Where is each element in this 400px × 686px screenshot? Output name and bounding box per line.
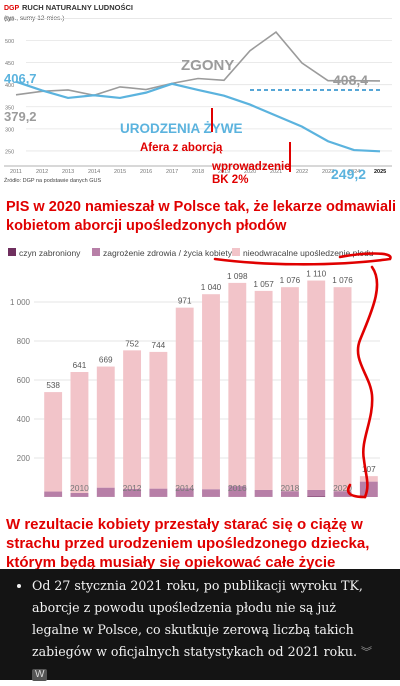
bar-y-tick: 400 <box>17 415 31 424</box>
population-chart: DGP RUCH NATURALNY LUDNOŚCI (tys., sumy … <box>0 0 400 190</box>
bar-segment <box>360 476 378 481</box>
bar-segment <box>281 287 299 491</box>
legend-swatch-uposledzenie <box>232 248 240 256</box>
top-y-tick: 250 <box>5 149 14 155</box>
legend-label-zagrozenie: zagrożenie zdrowia / życia kobiety <box>103 248 233 258</box>
bar-total-label: 971 <box>178 297 192 306</box>
legend-swatch-czyn <box>8 248 16 256</box>
bar-segment <box>149 352 167 489</box>
note-text: Od 27 stycznia 2021 roku, po publikacji … <box>32 578 363 659</box>
top-y-tick: 500 <box>5 39 14 45</box>
bar-total-label: 1 098 <box>227 272 248 281</box>
bar-x-tick: 2010 <box>70 483 89 493</box>
top-x-tick: 2017 <box>166 169 178 175</box>
bar-total-label: 1 110 <box>306 270 326 279</box>
abortion-annotation: Afera z aborcją <box>140 142 223 154</box>
bar-segment <box>71 372 89 493</box>
bar-segment <box>202 294 220 489</box>
bar-y-tick: 800 <box>17 337 31 346</box>
bar-total-label: 1 057 <box>253 280 274 289</box>
bk-annotation-line2: BK 2% <box>212 174 248 186</box>
bar-total-label: 1 076 <box>332 276 353 285</box>
chevrons-down-icon[interactable]: ︾ <box>361 646 372 659</box>
bar-total-label: 744 <box>152 341 166 350</box>
top-x-tick: 2011 <box>10 169 22 175</box>
bar-segment <box>334 287 352 491</box>
top-x-tick: 2012 <box>36 169 48 175</box>
bar-total-label: 1 076 <box>280 276 301 285</box>
bar-y-tick: 200 <box>17 454 31 463</box>
top-x-tick: 2025 <box>374 169 386 175</box>
bar-total-label: 641 <box>73 361 87 370</box>
caption-bottom: W rezultacie kobiety przestały starać si… <box>6 515 398 572</box>
bar-segment <box>71 493 89 497</box>
deaths-start-value: 406,7 <box>4 71 37 86</box>
bar-segment <box>97 488 115 497</box>
top-x-tick: 2018 <box>192 169 204 175</box>
bar-segment <box>149 489 167 497</box>
bar-segment <box>255 291 273 490</box>
top-x-tick: 2014 <box>88 169 100 175</box>
bar-segment <box>44 392 62 491</box>
bar-x-tick: 2012 <box>123 483 142 493</box>
bar-x-tick: 2014 <box>175 483 194 493</box>
bar-segment <box>307 281 325 490</box>
top-y-tick: 550 <box>5 17 14 23</box>
population-logo: DGP <box>4 5 20 12</box>
births-series-label: URODZENIA ŻYWE <box>120 121 243 136</box>
bar-total-label: 752 <box>125 339 139 348</box>
abortion-bar-chart: czyn zabroniony zagrożenie zdrowia / życ… <box>0 245 400 505</box>
info-note-panel: Od 27 stycznia 2021 roku, po publikacji … <box>0 569 400 680</box>
bar-segment <box>360 482 378 497</box>
note-list: Od 27 stycznia 2021 roku, po publikacji … <box>0 569 400 686</box>
top-x-tick: 2015 <box>114 169 126 175</box>
bar-segment <box>202 489 220 497</box>
bar-total-label: 1 040 <box>201 283 222 292</box>
population-chart-title: RUCH NATURALNY LUDNOŚCI <box>22 3 133 12</box>
bar-segment <box>307 496 325 497</box>
bar-segment <box>123 350 141 488</box>
bar-y-tick: 600 <box>17 376 31 385</box>
bar-segment <box>176 308 194 489</box>
bar-segment <box>97 367 115 488</box>
legend-label-czyn: czyn zabroniony <box>19 248 81 258</box>
bar-x-tick: 2018 <box>280 483 299 493</box>
top-x-tick: 2016 <box>140 169 152 175</box>
bar-segment <box>307 490 325 496</box>
legend-label-uposledzenie: nieodwracalne upośledzenie płodu <box>243 248 374 258</box>
chart-legend: czyn zabroniony zagrożenie zdrowia / życ… <box>8 248 374 258</box>
bar-total-label: 538 <box>46 381 60 390</box>
top-y-tick: 450 <box>5 61 14 67</box>
bk-annotation-line1: wprowadzenie <box>211 161 291 173</box>
bar-total-label: 669 <box>99 356 113 365</box>
bar-y-tick: 1 000 <box>10 298 31 307</box>
deaths-series-label: ZGONY <box>181 57 234 74</box>
bar-segment <box>228 283 246 486</box>
wikipedia-icon[interactable]: W <box>32 669 47 681</box>
caption-top: PIS w 2020 namieszał w Polsce tak, że le… <box>6 198 398 236</box>
bar-x-tick: 2016 <box>228 483 247 493</box>
legend-swatch-zagrozenie <box>92 248 100 256</box>
births-start-value: 379,2 <box>4 109 37 124</box>
top-x-tick: 2022 <box>296 169 308 175</box>
births-end-value: 249,2 <box>331 166 366 182</box>
population-source: Źródło: DGP na podstawie danych GUS <box>4 177 101 184</box>
top-x-tick: 2013 <box>62 169 74 175</box>
bar-segment <box>44 492 62 497</box>
top-y-tick: 300 <box>5 127 14 133</box>
deaths-end-value: 408,4 <box>333 72 368 88</box>
note-list-item: Od 27 stycznia 2021 roku, po publikacji … <box>32 575 386 686</box>
bar-segment <box>255 490 273 497</box>
